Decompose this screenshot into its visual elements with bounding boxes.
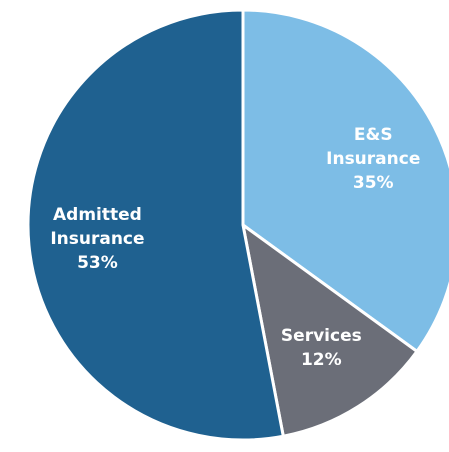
pie-slice <box>26 8 286 442</box>
slice-label: Admitted Insurance 53% <box>37 203 157 275</box>
value-label: 12% <box>300 350 342 371</box>
value-label: 53% <box>77 252 118 273</box>
category-name: Services <box>280 326 362 347</box>
category-name: E&S Insurance <box>326 124 421 169</box>
slice-label: E&S Insurance 35% <box>313 123 433 195</box>
pie-slice <box>240 221 420 438</box>
category-name: Admitted Insurance <box>50 204 145 249</box>
slice-label: Services 12% <box>261 324 381 372</box>
value-label: 35% <box>352 172 394 193</box>
pie-slice <box>241 8 449 354</box>
